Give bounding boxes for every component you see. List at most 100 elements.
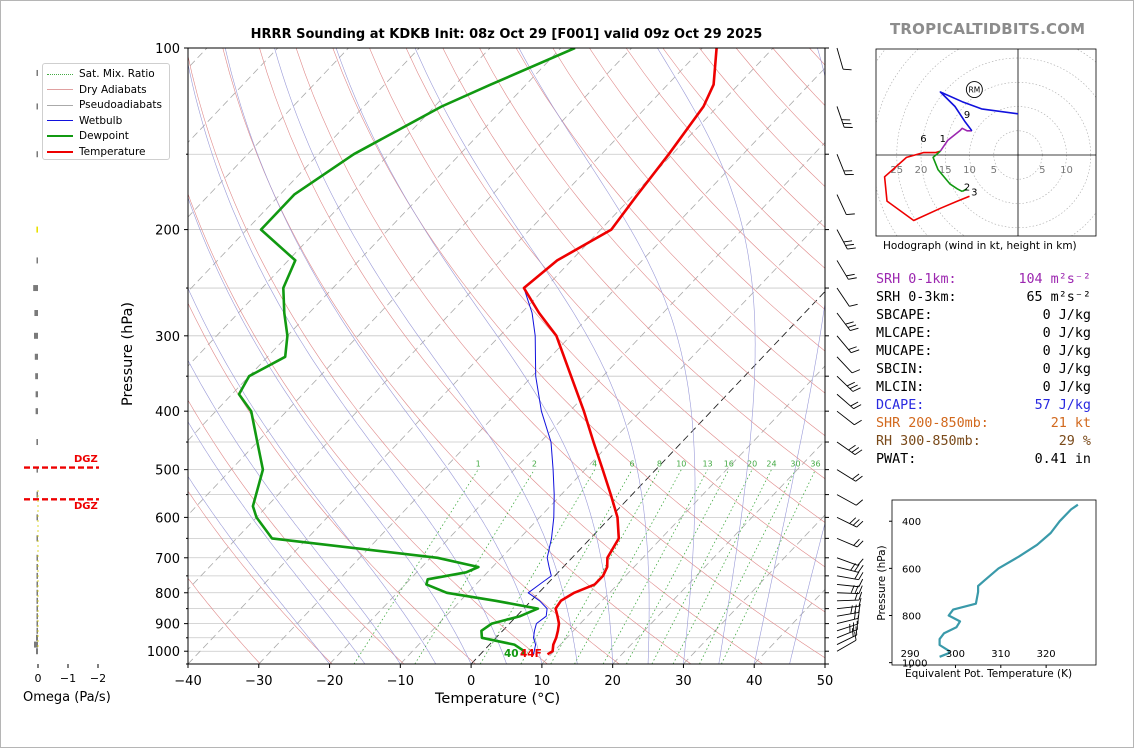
omega-bar: [36, 572, 38, 579]
hodograph-height-label: 6: [920, 134, 926, 145]
mixing-ratio-label: 36: [810, 460, 820, 469]
isotherm-line: [188, 48, 774, 664]
omega-bar: [36, 589, 38, 596]
dry-adiabat: [332, 48, 825, 613]
omega-bar: [36, 597, 38, 604]
wind-barb-flag: [845, 321, 854, 325]
mixing-ratio-label: 16: [724, 460, 734, 469]
wind-barb-flag: [855, 626, 858, 635]
moist-adiabat: [188, 62, 507, 664]
wind-barb-flag: [848, 346, 857, 351]
isotherm-line: [400, 216, 825, 664]
stat-label: SBCAPE:: [876, 308, 933, 323]
legend-item: Wetbulb: [47, 114, 122, 128]
isotherm-line: [188, 48, 632, 516]
legend-item: Dewpoint: [47, 129, 129, 143]
wind-barb-flag: [854, 564, 860, 572]
omega-bar: [36, 226, 38, 233]
zero-isotherm: [470, 290, 825, 664]
omega-bar: [36, 257, 38, 264]
y-tick-label: 800: [155, 587, 180, 602]
hodograph-caption: Hodograph (wind in kt, height in km): [883, 240, 1077, 252]
wind-barb: [836, 571, 864, 581]
wind-barb-flag: [858, 603, 861, 613]
stat-value: 104 m²s⁻²: [1018, 272, 1091, 287]
thetae-x-tick-label: 310: [991, 649, 1010, 660]
isotherm-line: [188, 48, 420, 293]
wind-barb-flag: [854, 419, 862, 426]
dry-adiabat: [552, 48, 825, 352]
y-tick-label: 300: [155, 330, 180, 345]
sounding-stats: SRH 0-1km: 104 m²s⁻² SRH 0-3km: 65 m²s⁻² SBC…: [876, 271, 1091, 469]
wind-barb-staff: [836, 469, 856, 482]
omega-bar: [36, 554, 38, 561]
wind-barb-staff: [836, 229, 848, 250]
mixing-ratio-label: 13: [702, 460, 712, 469]
hodograph-trace: [961, 188, 968, 193]
mixing-ratio-line: [672, 469, 772, 664]
thetae-y-tick-label: 1000: [902, 659, 927, 670]
hodograph-trace: [932, 150, 963, 193]
stat-label: SBCIN:: [876, 362, 925, 377]
mixing-ratio-label: 1: [476, 460, 481, 469]
x-tick-label: −40: [174, 674, 201, 689]
wind-barb: [836, 312, 859, 332]
thetae-y-tick-label: 800: [902, 612, 921, 623]
dry-adiabat: [295, 48, 825, 659]
wind-barb-staff: [836, 537, 858, 548]
stat-value: 29 %: [1058, 434, 1091, 449]
x-tick-label: 10: [534, 674, 551, 689]
wind-barb-flag: [854, 604, 857, 614]
stat-value: 65 m²s⁻²: [1026, 290, 1092, 305]
y-tick-label: 200: [155, 224, 180, 239]
hodograph-height-label: 9: [964, 110, 970, 121]
surface-temperature-label: 44F: [520, 648, 542, 660]
wind-barb-flag: [850, 349, 860, 354]
storm-motion-label: RM: [969, 86, 981, 95]
wind-barb-flag: [842, 123, 852, 125]
thetae-y-tick-label: 400: [902, 517, 921, 528]
wind-barb-staff: [836, 623, 859, 632]
wind-barb-flag: [855, 499, 864, 506]
wind-barb-staff: [836, 583, 859, 588]
dry-adiabat: [515, 48, 825, 394]
isotherm-line: [188, 48, 703, 591]
wind-barb-flag: [846, 273, 855, 277]
dry-adiabat: [188, 577, 261, 664]
omega-bar: [35, 391, 38, 398]
legend-label: Sat. Mix. Ratio: [79, 68, 155, 80]
stat-value: 0.41 in: [1034, 452, 1091, 467]
wind-barb-flag: [847, 247, 856, 250]
y-tick-label: 600: [155, 511, 180, 526]
wind-barb-staff: [836, 599, 860, 602]
wind-barb-flag: [856, 620, 858, 630]
thetae-x-tick-label: 300: [946, 649, 965, 660]
wind-barb-flag: [858, 585, 863, 594]
wind-barb-flag: [852, 387, 861, 392]
omega-bar: [34, 353, 38, 360]
legend-swatch: [47, 73, 73, 75]
wind-barb: [836, 631, 857, 652]
stat-label: MUCAPE:: [876, 344, 933, 359]
isotherm-line: [188, 48, 562, 442]
wind-barb: [836, 335, 860, 354]
omega-bar: [36, 151, 38, 158]
omega-bar: [36, 491, 38, 498]
wind-barb-flag: [847, 324, 857, 328]
hodograph-ring-label: 15: [939, 165, 952, 176]
wind-barb-flag: [845, 243, 854, 246]
wind-barb-staff: [836, 494, 857, 506]
omega-bar: [36, 613, 38, 620]
stat-row: MLCIN: 0 J/kg: [876, 379, 1091, 397]
stat-row: SBCIN: 0 J/kg: [876, 361, 1091, 379]
stat-row: SHR 200-850mb: 21 kt: [876, 415, 1091, 433]
stat-label: PWAT:: [876, 452, 917, 467]
legend-label: Wetbulb: [79, 114, 123, 127]
wetbulb-line: [523, 48, 718, 655]
moist-adiabat: [188, 287, 436, 664]
omega-axis-title: Omega (Pa/s): [23, 690, 111, 705]
wind-barb-staff: [836, 287, 850, 307]
wind-barb-flag: [853, 404, 862, 410]
wind-barb-flag: [845, 173, 854, 176]
